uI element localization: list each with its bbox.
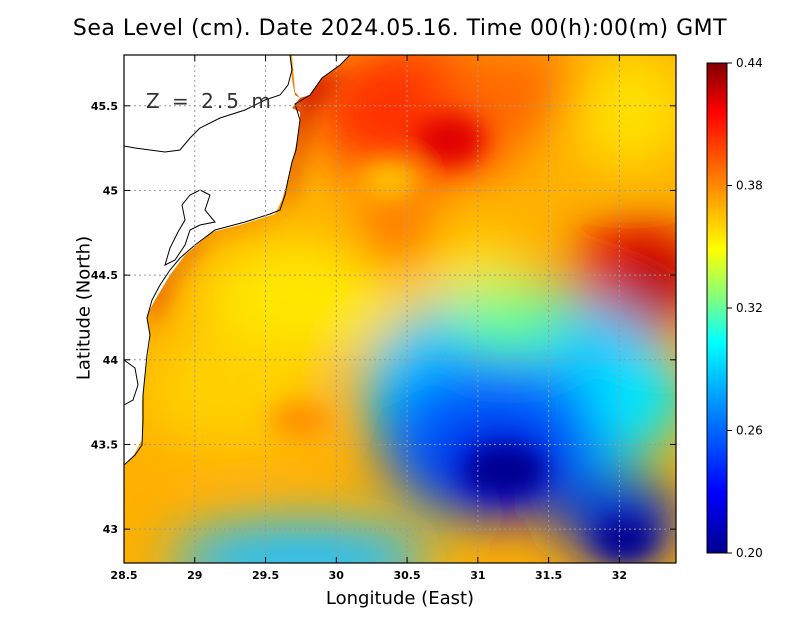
x-tick-label: 31.5 bbox=[535, 569, 562, 582]
y-tick-label: 43 bbox=[103, 523, 118, 536]
y-tick-label: 45 bbox=[103, 184, 118, 197]
chart-title: Sea Level (cm). Date 2024.05.16. Time 00… bbox=[72, 16, 728, 41]
x-tick-label: 30 bbox=[329, 569, 345, 582]
sea-level-field bbox=[124, 55, 676, 563]
colorbar-tick-label: 0.44 bbox=[736, 56, 763, 70]
x-tick-label: 32 bbox=[612, 569, 627, 582]
colorbar bbox=[706, 62, 728, 554]
x-tick-label: 29 bbox=[187, 569, 202, 582]
x-tick-label: 28.5 bbox=[110, 569, 137, 582]
land-mask bbox=[124, 55, 350, 465]
colorbar-tick-label: 0.20 bbox=[736, 546, 763, 560]
y-tick-label: 44.5 bbox=[91, 269, 118, 282]
coastline bbox=[124, 55, 351, 466]
depth-annotation: Z = 2.5 m bbox=[146, 89, 274, 113]
colorbar-tick-label: 0.26 bbox=[736, 424, 763, 438]
y-tick-label: 43.5 bbox=[91, 438, 118, 451]
colorbar-ticks: 0.20 0.26 0.32 0.38 0.44 bbox=[727, 56, 763, 560]
x-tick-label: 29.5 bbox=[252, 569, 279, 582]
grid-lines bbox=[124, 55, 676, 563]
x-axis-label: Longitude (East) bbox=[325, 588, 475, 609]
field-blobs bbox=[140, 55, 676, 563]
y-axis-label: Latitude (North) bbox=[73, 235, 95, 381]
plot-frame bbox=[123, 54, 677, 564]
y-tick-label: 45.5 bbox=[91, 100, 118, 113]
x-tick-label: 31 bbox=[470, 569, 485, 582]
colorbar-tick-label: 0.38 bbox=[736, 179, 763, 193]
x-axis-ticks: 28.5 29 29.5 30 30.5 31 31.5 32 bbox=[110, 55, 627, 582]
x-tick-label: 30.5 bbox=[394, 569, 421, 582]
colorbar-tick-label: 0.32 bbox=[736, 301, 763, 315]
y-tick-label: 44 bbox=[103, 354, 119, 367]
y-axis-ticks: 43 43.5 44 44.5 45 45.5 bbox=[91, 100, 676, 536]
